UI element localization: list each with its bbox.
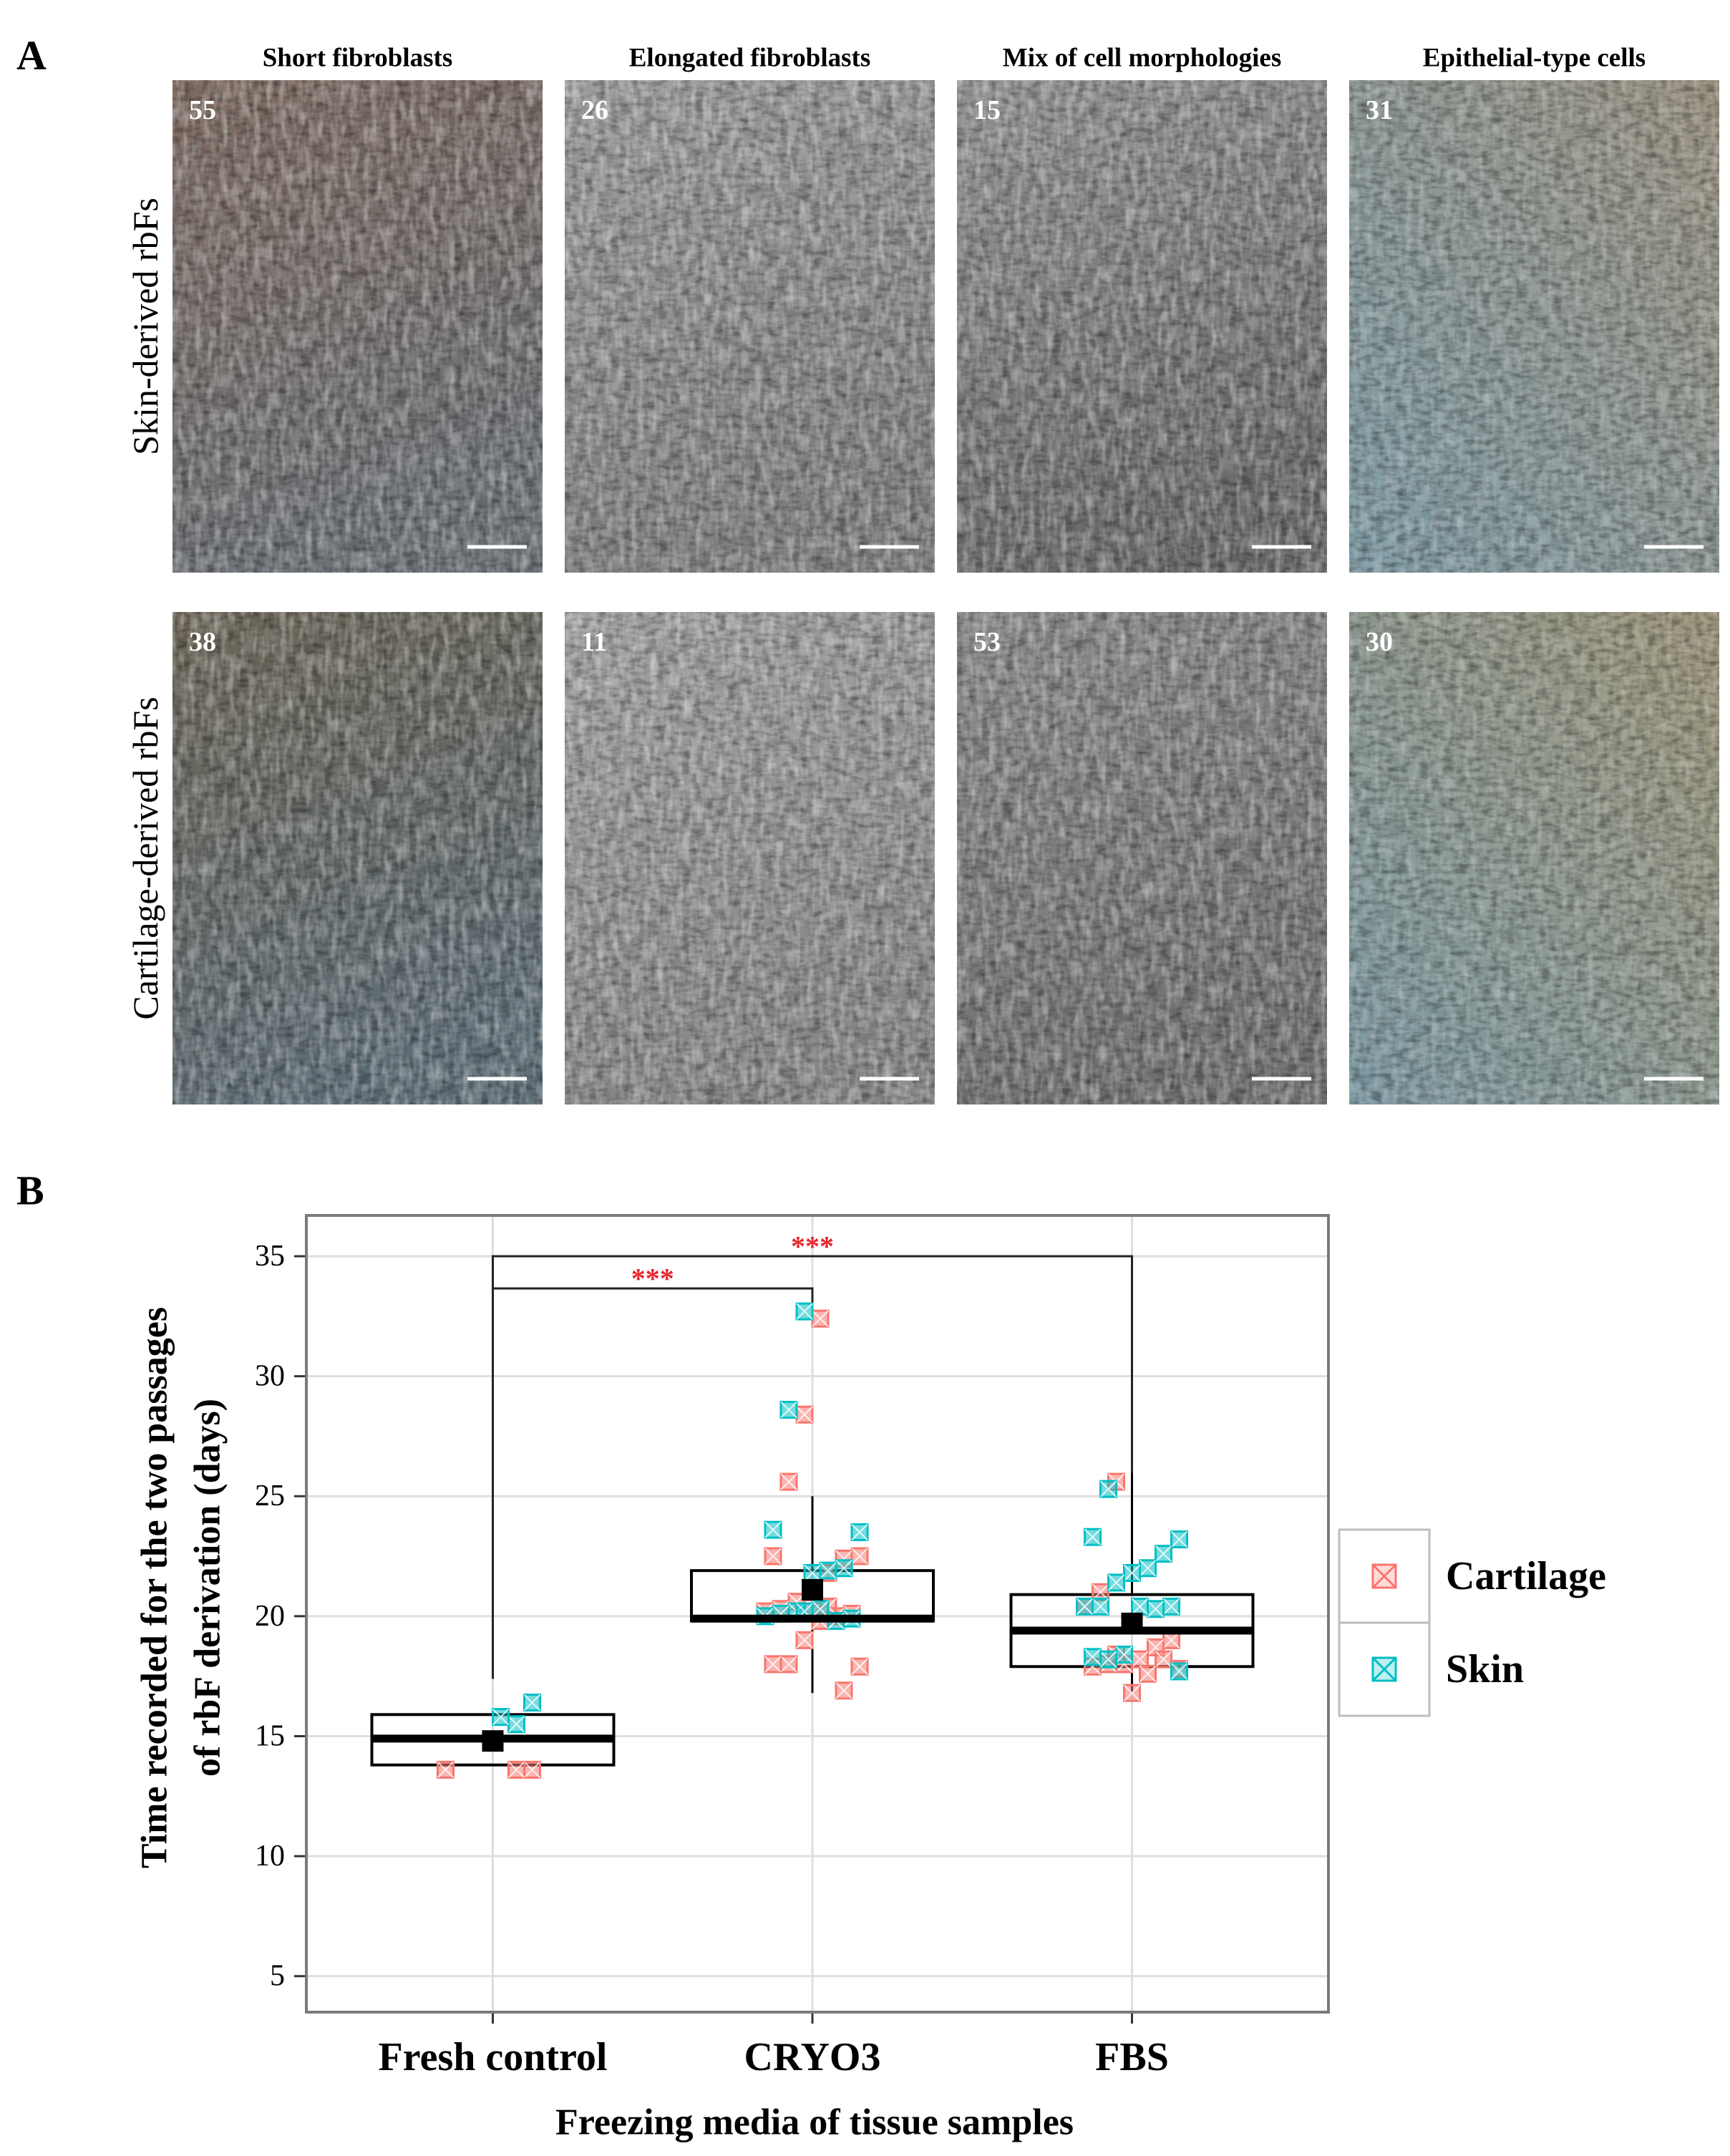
data-point-cross — [851, 1658, 868, 1675]
column-header: Mix of cell morphologies — [1003, 44, 1281, 73]
x-tick-label: FBS — [1095, 2035, 1169, 2079]
micrograph-texture — [565, 80, 935, 573]
mean — [482, 1730, 504, 1752]
panel-label: A — [16, 32, 47, 79]
data-point-cross — [1139, 1560, 1157, 1577]
data-point-cross — [1131, 1598, 1149, 1616]
data-point-cross — [1099, 1480, 1117, 1497]
data-point-cross — [780, 1401, 797, 1419]
data-point-cross — [507, 1761, 525, 1779]
mean — [802, 1578, 823, 1601]
data-point-cross — [1131, 1651, 1149, 1668]
data-point-cross — [780, 1473, 797, 1490]
data-point-cross — [796, 1406, 813, 1423]
data-point-cross — [851, 1523, 868, 1541]
data-point-cross — [851, 1548, 868, 1565]
data-point-cross — [796, 1303, 813, 1320]
plot-frame — [305, 1214, 1330, 2014]
data-point-cross — [492, 1708, 510, 1726]
column-header: Epithelial-type cells — [1423, 44, 1646, 73]
mean — [1121, 1612, 1143, 1634]
y-tick-label: 30 — [255, 1360, 285, 1393]
legend-label: Skin — [1446, 1647, 1524, 1691]
column-header: Elongated fibroblasts — [629, 44, 871, 73]
significance-label: *** — [631, 1263, 674, 1295]
cell-count: 31 — [1366, 95, 1393, 125]
data-point-cross — [1076, 1598, 1094, 1616]
micrograph-texture — [957, 80, 1327, 573]
data-point-cross — [835, 1682, 852, 1699]
micrograph-texture — [172, 80, 543, 573]
y-tick-label: 5 — [270, 1960, 285, 1993]
micrograph-texture — [565, 612, 935, 1104]
cell-count: 55 — [189, 95, 216, 125]
data-point-cross — [1123, 1564, 1141, 1582]
data-point-cross — [523, 1761, 541, 1779]
cell-count: 15 — [973, 95, 1001, 125]
x-tick-label: Fresh control — [379, 2035, 608, 2079]
cell-count: 38 — [189, 627, 216, 657]
row-label: Cartilage-derived rbFs — [125, 696, 165, 1019]
data-point-cross — [1123, 1684, 1141, 1701]
legend-marker-cross — [1371, 1563, 1397, 1589]
data-point-cross — [1115, 1646, 1133, 1664]
data-point-cross — [764, 1656, 782, 1673]
micrograph-texture — [1349, 80, 1719, 573]
row-label: Skin-derived rbFs — [125, 198, 165, 455]
data-point-cross — [835, 1560, 852, 1577]
data-point-cross — [1162, 1598, 1180, 1616]
y-tick-label: 15 — [255, 1719, 285, 1752]
y-axis-title: Time recorded for the two passages — [135, 1307, 175, 1868]
micrograph-texture — [172, 612, 543, 1104]
y-tick-label: 25 — [255, 1480, 285, 1512]
significance-bracket — [492, 1255, 1133, 1679]
data-point-cross — [1155, 1545, 1172, 1563]
y-tick-label: 35 — [255, 1240, 285, 1273]
data-point-cross — [812, 1601, 829, 1618]
data-point-cross — [1092, 1598, 1109, 1616]
data-point-cross — [1170, 1663, 1188, 1680]
y-tick-label: 10 — [255, 1840, 285, 1873]
data-point-cross — [820, 1562, 837, 1579]
data-point-cross — [804, 1564, 821, 1582]
data-point-cross — [1084, 1648, 1102, 1666]
data-point-cross — [1099, 1651, 1117, 1668]
data-point-cross — [1170, 1530, 1188, 1548]
data-point-cross — [764, 1521, 782, 1538]
x-tick-label: CRYO3 — [744, 2035, 881, 2079]
data-point-cross — [780, 1656, 797, 1673]
y-axis-title: of rbF derivation (days) — [188, 1399, 228, 1777]
data-point-cross — [764, 1548, 782, 1565]
micrograph-texture — [957, 612, 1327, 1104]
micrograph-texture — [1349, 612, 1719, 1104]
data-point-cross — [1092, 1583, 1109, 1601]
data-point-cross — [796, 1631, 813, 1649]
cell-count: 11 — [581, 627, 607, 657]
data-point-cross — [812, 1310, 829, 1327]
data-point-cross — [1155, 1651, 1172, 1668]
data-point-cross — [507, 1716, 525, 1733]
y-tick-label: 20 — [255, 1600, 285, 1633]
panel-label: B — [16, 1167, 44, 1214]
data-point-cross — [1139, 1665, 1157, 1683]
legend-label: Cartilage — [1446, 1554, 1606, 1598]
data-point-cross — [1084, 1528, 1102, 1545]
data-point-cross — [1147, 1601, 1165, 1618]
significance-label: *** — [791, 1230, 834, 1263]
data-point-cross — [523, 1694, 541, 1711]
cell-count: 26 — [581, 95, 608, 125]
column-header: Short fibroblasts — [263, 44, 453, 73]
data-point-cross — [1162, 1631, 1180, 1649]
data-point-cross — [1107, 1574, 1125, 1591]
cell-count: 53 — [973, 627, 1001, 657]
x-axis-title: Freezing media of tissue samples — [555, 2102, 1074, 2143]
legend-marker-cross — [1371, 1656, 1397, 1682]
cell-count: 30 — [1366, 627, 1393, 657]
data-point-cross — [437, 1761, 455, 1779]
